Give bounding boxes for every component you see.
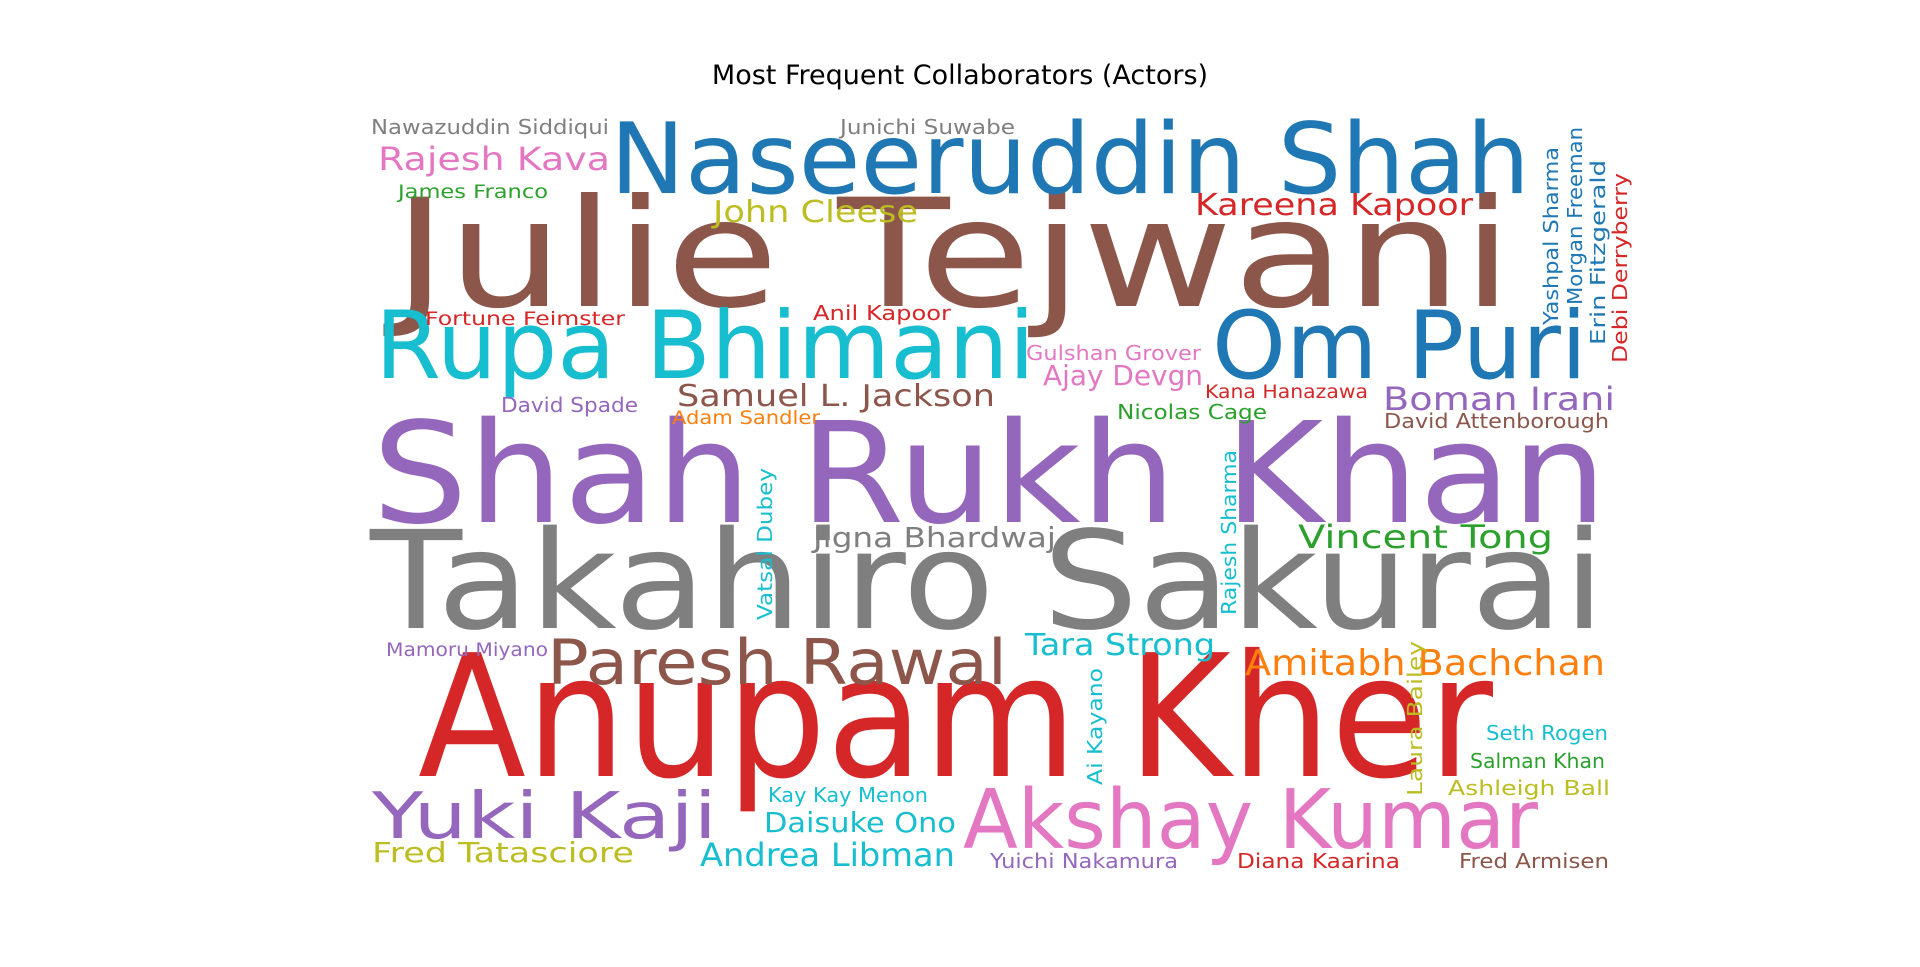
- word-nawazuddin-siddiqui: Nawazuddin Siddiqui: [371, 115, 609, 139]
- word-yuichi-nakamura: Yuichi Nakamura: [989, 849, 1178, 873]
- word-debi-derryberry: Debi Derryberry: [1608, 173, 1632, 363]
- word-naseeruddin-shah: Naseeruddin Shah: [610, 103, 1530, 217]
- word-junichi-suwabe: Junichi Suwabe: [838, 115, 1015, 139]
- word-ai-kayano: Ai Kayano: [1083, 668, 1107, 785]
- word-david-spade: David Spade: [501, 393, 638, 417]
- word-boman-irani: Boman Irani: [1383, 380, 1615, 418]
- word-seth-rogen: Seth Rogen: [1486, 721, 1608, 745]
- word-laura-bailey: Laura Bailey: [1403, 641, 1427, 796]
- word-john-cleese: John Cleese: [711, 195, 918, 230]
- word-tara-strong: Tara Strong: [1024, 628, 1215, 663]
- word-ashleigh-ball: Ashleigh Ball: [1448, 776, 1610, 800]
- word-paresh-rawal: Paresh Rawal: [547, 626, 1007, 699]
- word-diana-kaarina: Diana Kaarina: [1237, 849, 1400, 873]
- word-adam-sandler: Adam Sandler: [672, 407, 820, 429]
- word-anupam-kher: Anupam Kher: [418, 619, 1493, 817]
- word-rajesh-kava: Rajesh Kava: [378, 140, 610, 178]
- word-james-franco: James Franco: [397, 181, 548, 203]
- word-yashpal-sharma: Yashpal Sharma: [1539, 147, 1563, 326]
- word-shah-rukh-khan: Shah Rukh Khan: [372, 393, 1607, 556]
- word-samuel-l-jackson: Samuel L. Jackson: [677, 379, 995, 414]
- word-julie-tejwani: Julie Tejwani: [383, 168, 1513, 342]
- word-takahiro-sakurai: Takahiro Sakurai: [369, 503, 1605, 661]
- word-fortune-feimster: Fortune Feimster: [425, 308, 625, 330]
- word-andrea-libman: Andrea Libman: [700, 836, 955, 874]
- word-yuki-kaji: Yuki Kaji: [371, 780, 717, 854]
- word-erin-fitzgerald: Erin Fitzgerald: [1586, 160, 1610, 345]
- word-vincent-tong: Vincent Tong: [1298, 518, 1553, 556]
- word-kareena-kapoor: Kareena Kapoor: [1195, 188, 1474, 223]
- word-vatsal-dubey: Vatsal Dubey: [753, 468, 777, 620]
- word-akshay-kumar: Akshay Kumar: [963, 773, 1538, 868]
- word-rajesh-sharma: Rajesh Sharma: [1217, 450, 1241, 615]
- word-morgan-freeman: Morgan Freeman: [1563, 127, 1587, 305]
- word-daisuke-ono: Daisuke Ono: [764, 806, 956, 839]
- word-jigna-bhardwaj: Jigna Bhardwaj: [811, 521, 1056, 554]
- word-om-puri: Om Puri: [1212, 292, 1587, 401]
- word-david-attenborough: David Attenborough: [1384, 409, 1609, 433]
- chart-title: Most Frequent Collaborators (Actors): [711, 60, 1209, 91]
- word-nicolas-cage: Nicolas Cage: [1117, 400, 1267, 424]
- word-mamoru-miyano: Mamoru Miyano: [386, 639, 548, 661]
- word-amitabh-bachchan: Amitabh Bachchan: [1245, 643, 1605, 684]
- word-kana-hanazawa: Kana Hanazawa: [1205, 381, 1368, 403]
- word-kay-kay-menon: Kay Kay Menon: [768, 783, 928, 807]
- word-fred-armisen: Fred Armisen: [1459, 849, 1609, 873]
- word-salman-khan: Salman Khan: [1470, 749, 1605, 773]
- word-anil-kapoor: Anil Kapoor: [813, 301, 952, 325]
- word-rupa-bhimani: Rupa Bhimani: [375, 292, 1035, 401]
- word-gulshan-grover: Gulshan Grover: [1026, 341, 1202, 365]
- word-fred-tatasciore: Fred Tatasciore: [372, 836, 634, 869]
- word-ajay-devgn: Ajay Devgn: [1043, 359, 1203, 392]
